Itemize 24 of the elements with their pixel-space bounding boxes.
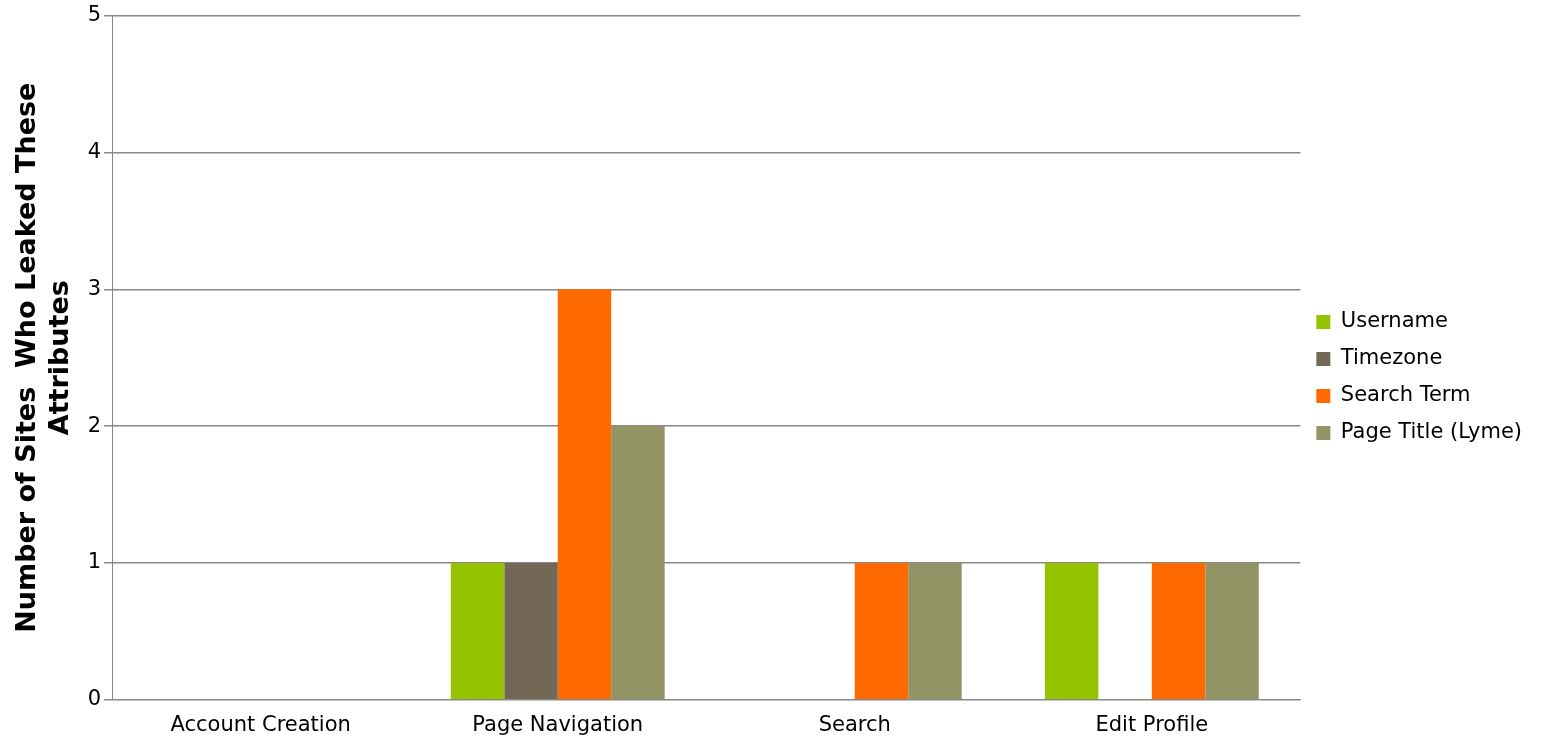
y-axis-title: Number of Sites Who Leaked These Attributes bbox=[10, 82, 74, 633]
y-tick-label: 2 bbox=[87, 412, 102, 437]
x-tick-label: Account Creation bbox=[170, 711, 351, 736]
y-tick-label: 0 bbox=[87, 686, 102, 711]
bar bbox=[557, 289, 612, 700]
bar bbox=[1151, 562, 1206, 700]
bar bbox=[450, 562, 505, 700]
y-tick-label: 4 bbox=[87, 138, 102, 163]
legend-label: Timezone bbox=[1339, 345, 1443, 370]
legend-label: Search Term bbox=[1340, 382, 1471, 407]
legend-label: Username bbox=[1340, 308, 1448, 333]
bar bbox=[908, 562, 962, 700]
bar bbox=[611, 426, 665, 700]
y-tick-label: 5 bbox=[87, 2, 102, 27]
y-tick-label: 1 bbox=[87, 549, 102, 574]
x-tick-label: Edit Profile bbox=[1095, 711, 1209, 736]
bar bbox=[504, 562, 558, 700]
bar bbox=[1205, 562, 1259, 700]
x-tick-label: Search bbox=[818, 711, 891, 736]
legend-label: Page Title (Lyme) bbox=[1340, 419, 1522, 444]
x-tick-label: Page Navigation bbox=[472, 711, 644, 736]
bar bbox=[854, 562, 909, 700]
bar bbox=[1044, 562, 1099, 700]
y-tick-label: 3 bbox=[87, 275, 102, 300]
